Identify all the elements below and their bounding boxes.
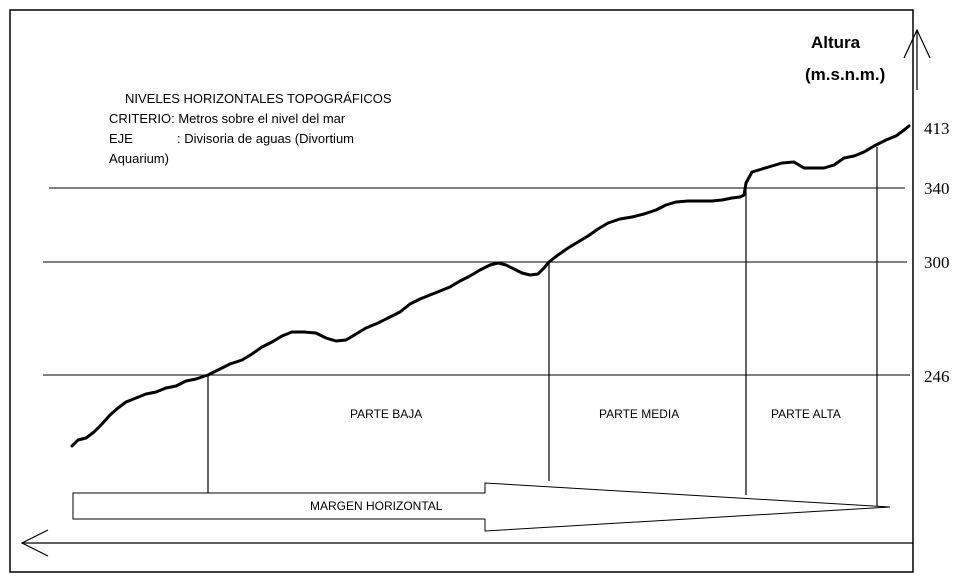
- level-label-300: 300: [924, 253, 950, 272]
- level-label-340: 340: [924, 179, 950, 198]
- zone-label-mid: PARTE MEDIA: [599, 407, 679, 421]
- terrain-profile-line: [70, 124, 911, 448]
- horizontal-margin-label: MARGEN HORIZONTAL: [310, 499, 443, 513]
- axis-title-line2: (m.s.n.m.): [805, 65, 885, 84]
- level-label-413: 413: [924, 119, 950, 138]
- zone-label-low: PARTE BAJA: [350, 407, 422, 421]
- legend-criterion: CRITERIO: Metros sobre el nivel del mar: [109, 111, 346, 126]
- horizontal-margin-arrow: MARGEN HORIZONTAL: [72, 482, 891, 532]
- legend-axis-continuation: Aquarium): [109, 151, 169, 166]
- diagram-frame: [9, 9, 914, 573]
- vertical-axis-arrow: [903, 28, 931, 90]
- horizontal-axis-arrow: [20, 529, 913, 557]
- legend-title: NIVELES HORIZONTALES TOPOGRÁFICOS: [125, 91, 392, 106]
- level-label-246: 246: [924, 367, 950, 386]
- legend-block: NIVELES HORIZONTALES TOPOGRÁFICOS CRITER…: [109, 91, 392, 166]
- axis-title-line1: Altura: [811, 33, 861, 52]
- legend-axis-value: : Divisoria de aguas (Divortium: [177, 131, 354, 146]
- legend-axis-key: EJE: [109, 131, 133, 146]
- zone-label-high: PARTE ALTA: [771, 407, 841, 421]
